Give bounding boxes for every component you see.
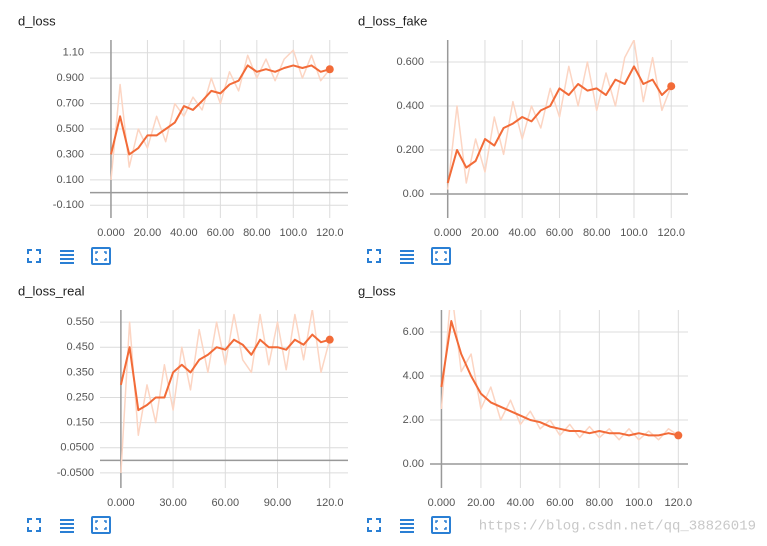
x-tick-label: 120.0 — [665, 497, 693, 509]
series-line — [440, 310, 679, 441]
y-tick-label: 0.550 — [66, 316, 94, 328]
y-tick-label: 0.00 — [403, 188, 424, 200]
series-line — [440, 320, 679, 437]
y-tick-label: 1.10 — [63, 47, 84, 59]
y-tick-label: 0.600 — [396, 56, 424, 68]
y-tick-label: 0.200 — [396, 144, 424, 156]
chart-panel: g_loss 0.00 2.00 4.00 6.00 0.000 20.00 40.00 60.… — [358, 283, 692, 508]
chart-panel: d_loss -0.100 0.100 0.300 0.500 0.700 0.900 1.1… — [18, 13, 348, 239]
y-tick-label: 0.300 — [56, 148, 84, 160]
x-tick-label: 120.0 — [316, 227, 344, 239]
chart-title: d_loss_real — [18, 283, 85, 298]
y-tick-label: 0.00 — [403, 458, 424, 470]
series-line — [119, 333, 330, 412]
y-tick-label: 0.0500 — [60, 442, 94, 454]
x-tick-label: 100.0 — [620, 227, 648, 239]
x-tick-label: 20.00 — [471, 227, 499, 239]
chart-panel: d_loss_fake 0.00 0.200 0.400 0.600 0.000 20.00… — [358, 13, 688, 239]
x-tick-label: 60.00 — [546, 497, 574, 509]
toolbar[interactable] — [27, 516, 111, 534]
end-point — [667, 82, 676, 91]
y-tick-label: 0.700 — [56, 97, 84, 109]
end-point — [325, 65, 334, 74]
y-tick-label: -0.0500 — [57, 467, 94, 479]
x-tick-label: 20.00 — [467, 497, 495, 509]
plot — [440, 310, 683, 441]
x-tick-label: 60.00 — [207, 227, 235, 239]
end-point — [325, 335, 334, 344]
x-tick-label: 60.00 — [546, 227, 574, 239]
x-tick-label: 40.00 — [507, 497, 535, 509]
x-tick-label: 30.00 — [159, 497, 187, 509]
x-tick-label: 100.0 — [625, 497, 653, 509]
y-tick-label: 0.100 — [56, 174, 84, 186]
x-tick-label: 20.00 — [134, 227, 162, 239]
x-tick-label: 0.000 — [97, 227, 125, 239]
toolbar[interactable] — [367, 247, 451, 265]
x-tick-label: 80.00 — [243, 227, 271, 239]
y-tick-label: 0.400 — [396, 100, 424, 112]
x-tick-label: 0.000 — [434, 227, 462, 239]
plot — [110, 49, 334, 180]
toolbar[interactable] — [367, 516, 451, 534]
end-point — [674, 431, 683, 440]
plot — [446, 40, 676, 190]
x-tick-label: 120.0 — [316, 497, 344, 509]
chart-panel: d_loss_real -0.0500 0.0500 0.150 0.250 0.350 0… — [18, 283, 348, 509]
x-tick-label: 80.00 — [583, 227, 611, 239]
chart-title: g_loss — [358, 283, 396, 298]
y-tick-label: 0.500 — [56, 123, 84, 135]
series-line — [110, 49, 331, 180]
series-line — [120, 310, 331, 473]
x-tick-label: 120.0 — [657, 227, 685, 239]
chart-title: d_loss — [18, 13, 56, 28]
y-tick-label: 4.00 — [403, 370, 424, 382]
y-tick-label: 0.450 — [66, 341, 94, 353]
series-line — [110, 64, 331, 156]
x-tick-label: 90.00 — [264, 497, 292, 509]
chart-title: d_loss_fake — [358, 13, 427, 28]
toolbar[interactable] — [27, 247, 111, 265]
x-tick-label: 80.00 — [586, 497, 614, 509]
x-tick-label: 40.00 — [170, 227, 198, 239]
watermark: https://blog.csdn.net/qq_38826019 — [479, 519, 756, 535]
y-tick-label: 0.150 — [66, 417, 94, 429]
series-line — [446, 40, 672, 190]
series-line — [446, 65, 672, 184]
plot — [119, 310, 334, 473]
y-tick-label: -0.100 — [53, 199, 84, 211]
x-tick-label: 40.00 — [508, 227, 536, 239]
y-tick-label: 0.250 — [66, 391, 94, 403]
x-tick-label: 100.0 — [280, 227, 308, 239]
y-tick-label: 0.900 — [56, 72, 84, 84]
y-tick-label: 2.00 — [403, 414, 424, 426]
x-tick-label: 0.000 — [107, 497, 135, 509]
x-tick-label: 0.000 — [428, 497, 456, 509]
y-tick-label: 0.350 — [66, 366, 94, 378]
y-tick-label: 6.00 — [403, 326, 424, 338]
x-tick-label: 60.00 — [212, 497, 240, 509]
